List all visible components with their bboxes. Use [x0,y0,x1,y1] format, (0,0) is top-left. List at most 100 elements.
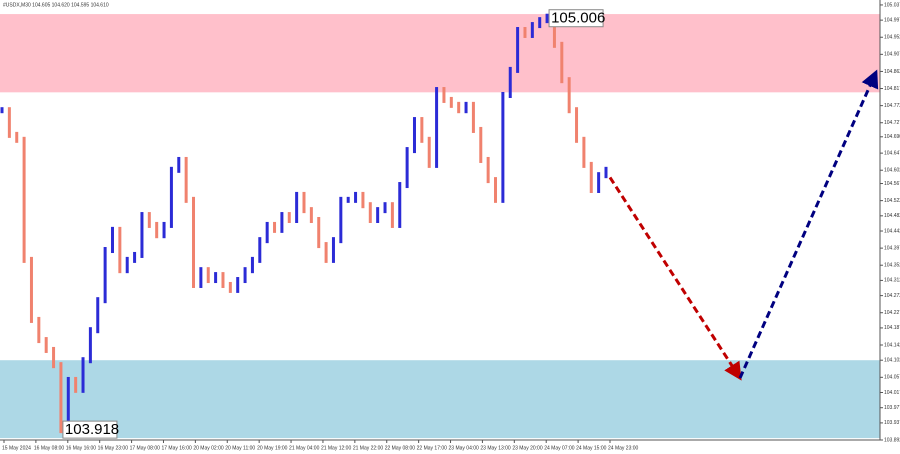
price-bar [147,212,151,228]
price-bar [567,77,571,114]
price-bar [221,272,225,288]
price-bar [346,196,350,203]
x-tick-label: 24 May 07:00 [544,445,575,451]
price-bar [140,212,144,258]
price-bar [155,221,159,239]
y-tick-label: 104.727 [884,120,900,126]
y-tick-label: 104.482 [884,213,900,219]
price-bar [575,107,579,143]
chart-title: #USDX,M30 104.605 104.620 104.595 104.61… [3,2,109,8]
y-tick-label: 104.397 [884,245,900,251]
x-tick-label: 21 May 12:00 [321,445,352,451]
price-bar [103,247,107,304]
price-bar [376,207,380,223]
price-bar [420,117,424,143]
price-bar [324,242,328,263]
price-bar [29,256,33,323]
y-tick-label: 104.057 [884,375,900,381]
price-bar [66,376,70,434]
forecast-arrow [738,69,879,379]
zone [0,14,880,93]
y-tick-label: 104.567 [884,181,900,187]
price-bar [383,202,387,214]
y-tick-label: 104.647 [884,150,900,156]
x-tick-label: 24 May 23:00 [608,445,639,451]
zone [0,360,880,439]
annotation-label: 103.918 [65,421,119,438]
price-bar [464,101,468,114]
price-bar [243,267,247,284]
x-tick-label: 22 May 17:00 [417,445,448,451]
price-bar [597,172,601,193]
price-bar [589,161,593,193]
x-tick-label: 21 May 22:00 [353,445,384,451]
price-bar [265,221,269,244]
annotation-label: 105.006 [551,10,605,27]
x-tick-label: 22 May 08:00 [385,445,416,451]
forecast-arrow [608,176,742,381]
price-bar [501,91,505,203]
price-bar [295,191,299,223]
price-bar [110,226,114,254]
price-bar [494,177,498,203]
price-bar [273,221,277,233]
price-bar [125,256,129,274]
y-tick-label: 103.977 [884,405,900,411]
x-tick-label: 16 May 08:00 [34,445,65,451]
y-tick-label: 104.690 [884,134,900,140]
x-tick-label: 16 May 16:00 [66,445,97,451]
price-bar [398,182,402,228]
x-tick-label: 20 May 02:00 [193,445,224,451]
price-bar [192,196,196,288]
price-bar [214,272,218,284]
y-tick-label: 104.907 [884,52,900,58]
price-bar [162,221,166,239]
price-bar [435,87,439,168]
x-tick-label: 21 May 04:00 [289,445,320,451]
price-bar [552,13,556,48]
x-tick-label: 17 May 08:00 [130,445,161,451]
price-bar [228,281,232,293]
price-bar [74,376,78,393]
price-bar [250,256,254,274]
price-bar [7,107,11,138]
y-tick-label: 104.142 [884,342,900,348]
price-bar [538,17,542,29]
price-bar [486,156,490,184]
y-tick-label: 104.862 [884,69,900,75]
price-bar [133,251,137,263]
price-bar [184,156,188,203]
price-bar [258,237,262,263]
y-tick-label: 104.602 [884,168,900,174]
price-bar [15,131,19,143]
price-bar [236,277,240,293]
x-tick-label: 17 May 16:00 [161,445,192,451]
price-bar [206,267,210,284]
y-tick-label: 104.017 [884,390,900,396]
price-bar [309,207,313,223]
price-bar [354,191,358,203]
price-bar [412,117,416,154]
price-bar [199,267,203,288]
y-tick-label: 104.817 [884,86,900,92]
price-bar [368,202,372,223]
annotation-box [548,9,604,28]
price-bar [44,337,48,353]
x-tick-label: 24 May 15:00 [576,445,607,451]
y-tick-label: 104.312 [884,278,900,284]
price-bar [516,27,520,73]
price-bar [339,196,343,244]
price-bar [523,27,527,38]
price-bar [449,96,453,108]
price-bar [118,226,122,274]
x-tick-label: 20 May 11:00 [225,445,255,451]
price-bar [287,212,291,223]
price-bar [0,107,4,114]
price-bar [582,136,586,168]
price-bar [390,202,394,228]
y-tick-label: 104.442 [884,228,900,234]
price-bar [88,327,92,364]
price-bar [545,13,549,24]
y-tick-label: 103.937 [884,420,900,426]
price-bar [530,22,534,38]
